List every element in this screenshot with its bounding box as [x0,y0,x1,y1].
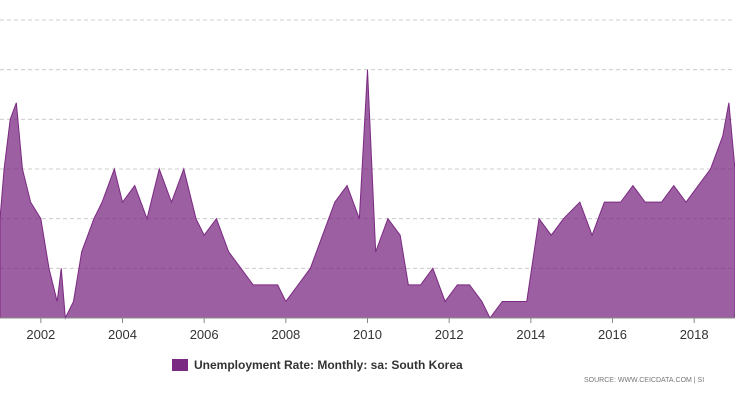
legend-label: Unemployment Rate: Monthly: sa: South Ko… [194,358,463,372]
legend[interactable]: Unemployment Rate: Monthly: sa: South Ko… [172,358,463,372]
x-tick-label: 2012 [435,327,464,342]
x-tick-label: 2016 [598,327,627,342]
x-tick-label: 2008 [271,327,300,342]
x-tick-label: 2002 [26,327,55,342]
x-tick-label: 2018 [680,327,709,342]
source-note: SOURCE: WWW.CEICDATA.COM | SI [584,377,705,384]
x-tick-label: 2006 [190,327,219,342]
legend-swatch [172,359,188,371]
series-area [0,69,735,320]
x-tick-labels: 2002 2004 2006 2008 2010 2012 2014 2016 2018 [26,318,709,342]
x-tick-label: 2004 [108,327,137,342]
x-tick-label: 2010 [353,327,382,342]
x-tick-label: 2014 [516,327,545,342]
